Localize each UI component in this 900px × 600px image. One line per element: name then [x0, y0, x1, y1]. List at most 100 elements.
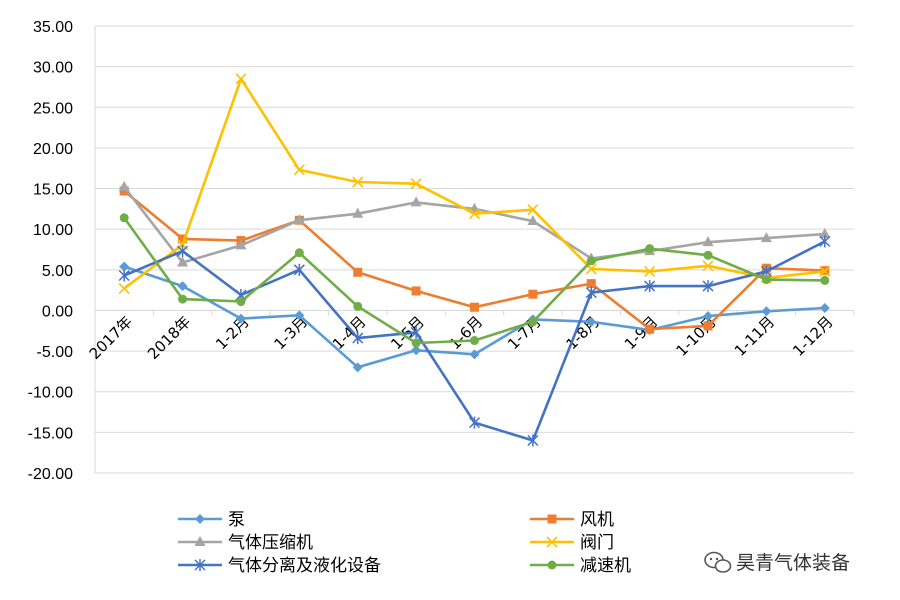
legend-item: 气体压缩机 — [178, 533, 313, 553]
data-point — [645, 244, 655, 254]
data-point — [819, 235, 831, 248]
x-tick-label: 1-6月 — [446, 313, 487, 354]
data-point — [194, 536, 206, 546]
data-point — [194, 559, 206, 571]
data-point — [527, 204, 539, 216]
data-point — [547, 514, 557, 524]
data-point — [586, 279, 596, 289]
data-point — [411, 345, 422, 356]
y-tick-label: 5.00 — [42, 263, 73, 280]
data-point — [352, 332, 364, 345]
legend-item: 阀门 — [530, 533, 614, 553]
data-point — [119, 186, 129, 196]
data-point — [468, 208, 481, 220]
data-point — [411, 286, 421, 296]
data-point — [644, 265, 656, 278]
data-point — [118, 282, 130, 295]
data-point — [235, 239, 247, 250]
data-point — [177, 256, 189, 267]
data-point — [177, 281, 188, 292]
data-point — [585, 286, 597, 299]
data-point — [195, 514, 205, 524]
data-point — [702, 280, 714, 293]
y-tick-label: 0.00 — [42, 303, 73, 320]
data-point — [469, 349, 480, 360]
data-point — [410, 196, 422, 207]
x-tick-label: 2018年 — [144, 313, 194, 363]
data-point — [586, 256, 596, 266]
data-point — [119, 213, 129, 223]
data-point — [761, 275, 771, 285]
watermark-text: 昊青气体装备 — [736, 552, 850, 574]
y-axis: 35.00 30.00 25.00 20.00 15.00 10.00 5.00 0.00 -5… — [28, 19, 96, 483]
y-tick-label: -5.00 — [37, 344, 74, 361]
y-tick-label: 15.00 — [33, 182, 73, 199]
data-point — [410, 178, 422, 190]
data-point — [468, 416, 481, 429]
legend-label: 风机 — [580, 510, 614, 530]
series-2 — [118, 180, 831, 267]
data-point — [527, 434, 539, 447]
data-point — [352, 362, 363, 373]
y-tick-label: -15.00 — [28, 425, 73, 442]
y-tick-label: -10.00 — [28, 385, 73, 402]
data-point — [702, 236, 714, 247]
y-tick-label: 10.00 — [33, 222, 73, 239]
legend-label: 泵 — [228, 510, 245, 530]
series-line — [123, 186, 825, 264]
legend-item: 减速机 — [530, 556, 631, 576]
data-point — [411, 338, 421, 348]
data-point — [236, 297, 246, 307]
data-point — [546, 536, 558, 548]
data-point — [235, 73, 247, 85]
y-tick-label: -20.00 — [28, 466, 73, 483]
data-point — [177, 245, 189, 258]
data-point — [547, 560, 557, 570]
data-point — [235, 313, 246, 324]
wechat-icon — [704, 551, 732, 573]
data-point — [820, 275, 830, 285]
legend-label: 气体分离及液化设备 — [228, 556, 381, 576]
data-point — [119, 261, 130, 272]
y-tick-label: 35.00 — [33, 19, 73, 36]
data-point — [353, 267, 363, 277]
data-point — [703, 311, 714, 322]
x-tick-label: 1-12月 — [789, 313, 836, 360]
y-tick-label: 25.00 — [33, 100, 73, 117]
data-point — [761, 306, 772, 317]
y-tick-label: 30.00 — [33, 60, 73, 77]
data-point — [294, 248, 304, 258]
y-tick-label: 20.00 — [33, 141, 73, 158]
data-point — [352, 176, 364, 188]
legend-label: 减速机 — [580, 556, 631, 576]
data-point — [819, 228, 831, 239]
data-point — [702, 260, 714, 272]
data-point — [118, 180, 130, 191]
series-line — [123, 77, 825, 290]
data-point — [352, 207, 364, 218]
grid-lines — [95, 25, 854, 474]
data-point — [118, 269, 130, 282]
data-point — [819, 265, 831, 278]
data-point — [528, 289, 538, 299]
data-point — [470, 302, 479, 312]
data-point — [470, 336, 479, 346]
watermark: 昊青气体装备 — [704, 551, 850, 574]
data-point — [586, 316, 597, 327]
data-point — [293, 164, 305, 176]
data-point — [703, 321, 713, 331]
data-point — [178, 234, 188, 244]
legend-item: 风机 — [530, 510, 614, 530]
legend-item: 泵 — [178, 510, 245, 530]
series-5 — [119, 213, 830, 348]
legend-label: 气体压缩机 — [228, 533, 313, 553]
data-point — [528, 317, 538, 327]
data-point — [527, 215, 539, 226]
data-point — [293, 214, 305, 225]
data-point — [760, 232, 772, 243]
data-point — [353, 301, 363, 311]
legend-label: 阀门 — [580, 533, 614, 553]
data-point — [703, 250, 713, 260]
